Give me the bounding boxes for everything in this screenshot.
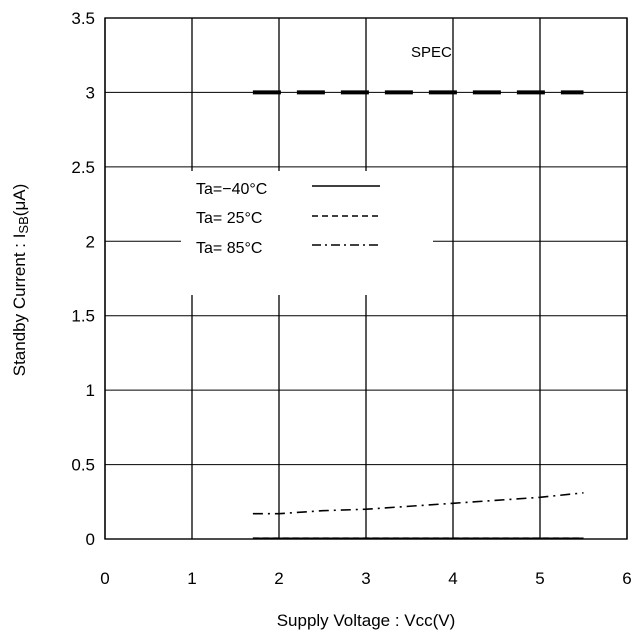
y-axis-title: Standby Current : ISB(μA) <box>10 184 31 377</box>
data-lines <box>252 90 584 540</box>
y-axis-title-main: Standby Current : I <box>10 234 29 377</box>
y-axis-title-subscript: SB <box>16 216 31 233</box>
x-tick-label-0: 0 <box>100 569 109 588</box>
x-tick-label-1: 1 <box>187 569 196 588</box>
tick-labels: 0 1 2 3 4 5 6 0 0.5 1 1.5 2 2.5 3 3.5 <box>71 9 631 588</box>
x-tick-label-2: 2 <box>274 569 283 588</box>
y-tick-label-1: 0.5 <box>71 456 95 475</box>
y-tick-label-3: 1.5 <box>71 307 95 326</box>
x-tick-label-6: 6 <box>622 569 631 588</box>
y-tick-label-0: 0 <box>86 530 95 549</box>
y-axis-title-unit: (μA) <box>10 184 29 216</box>
y-tick-label-6: 3 <box>86 83 95 102</box>
legend-label-85: Ta= 85°C <box>196 240 262 257</box>
series-line-2 <box>252 492 584 515</box>
y-tick-label-7: 3.5 <box>71 9 95 28</box>
x-axis-title: Supply Voltage : Vcc(V) <box>277 611 456 630</box>
y-tick-label-5: 2.5 <box>71 158 95 177</box>
x-tick-label-5: 5 <box>535 569 544 588</box>
x-tick-label-4: 4 <box>448 569 457 588</box>
y-tick-label-2: 1 <box>86 381 95 400</box>
x-tick-label-3: 3 <box>361 569 370 588</box>
svg-text:Standby Current : ISB(μA): Standby Current : ISB(μA) <box>10 184 31 377</box>
legend-box <box>181 171 433 295</box>
legend: Ta=−40°C Ta= 25°C Ta= 85°C <box>181 171 433 295</box>
legend-label-25: Ta= 25°C <box>196 210 262 227</box>
plot-frame <box>104 17 628 540</box>
legend-label-minus40: Ta=−40°C <box>196 181 267 198</box>
plot-border <box>104 17 628 540</box>
spec-annotation: SPEC <box>411 44 452 61</box>
y-tick-label-4: 2 <box>86 232 95 251</box>
